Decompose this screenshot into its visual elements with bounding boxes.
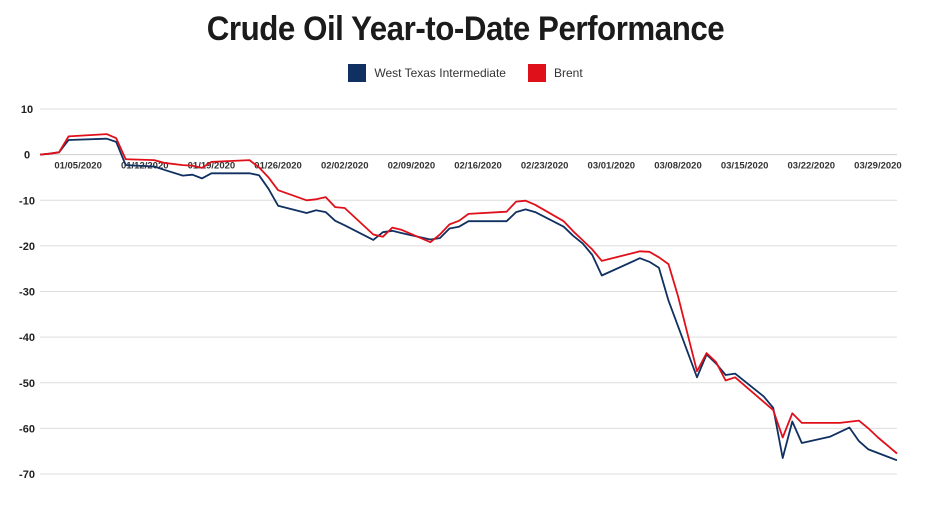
x-tick-label: 01/19/2020: [188, 161, 236, 172]
x-tick-label: 03/22/2020: [788, 161, 836, 172]
legend-item-brent: Brent: [527, 64, 583, 82]
x-tick-label: 01/26/2020: [254, 161, 302, 172]
y-tick-label: 0: [24, 150, 30, 162]
x-tick-label: 03/01/2020: [588, 161, 636, 172]
x-tick-label: 03/15/2020: [721, 161, 769, 172]
y-tick-label: -20: [19, 241, 35, 253]
legend-item-wti: West Texas Intermediate: [348, 64, 506, 82]
series-line-wti: [39, 137, 898, 462]
x-tick-label: 03/08/2020: [654, 161, 702, 172]
legend: West Texas Intermediate Brent: [0, 64, 931, 82]
x-tick-label: 02/16/2020: [454, 161, 502, 172]
x-tick-label: 02/23/2020: [521, 161, 569, 172]
x-tick-label: 03/29/2020: [854, 161, 902, 172]
y-tick-label: -50: [19, 378, 35, 390]
y-tick-label: -70: [19, 469, 35, 481]
y-tick-label: -60: [19, 423, 35, 435]
y-tick-label: -40: [19, 332, 35, 344]
x-tick-label: 02/09/2020: [388, 161, 436, 172]
legend-label-wti: West Texas Intermediate: [374, 66, 506, 80]
series-line-brent: [39, 133, 898, 455]
legend-label-brent: Brent: [553, 66, 583, 80]
y-tick-label: -10: [19, 195, 35, 207]
legend-swatch-wti: [348, 64, 367, 82]
legend-swatch-brent: [527, 64, 546, 82]
chart-title: Crude Oil Year-to-Date Performance: [206, 10, 725, 48]
y-tick-label: 10: [21, 104, 33, 116]
y-tick-label: -30: [19, 287, 35, 299]
x-tick-label: 01/05/2020: [54, 161, 102, 172]
x-tick-label: 02/02/2020: [321, 161, 369, 172]
